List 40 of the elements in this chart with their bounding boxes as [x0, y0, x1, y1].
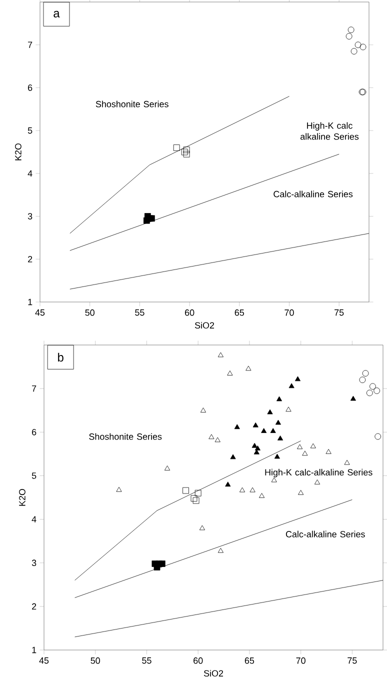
y-tick-label: 5	[28, 127, 32, 134]
x-tick-label: 75	[348, 657, 357, 664]
annotation: High-K calc alkaline Series	[300, 122, 359, 140]
annotation: Shoshonite Series	[96, 100, 168, 108]
annotation: Calc-alkaline Series	[286, 530, 365, 538]
annotation: b	[58, 352, 64, 362]
x-tick-label: 65	[234, 309, 244, 316]
x-tick-label: 45	[35, 309, 45, 316]
y-tick-label: 7	[32, 385, 36, 392]
x-axis-title: SiO2	[194, 322, 214, 329]
x-tick-label: 55	[135, 309, 144, 316]
annotation: a	[54, 10, 60, 18]
y-tick-label: 7	[28, 42, 32, 48]
x-tick-label: 50	[85, 309, 94, 316]
y-axis-title: K2O	[15, 143, 22, 160]
x-tick-label: 55	[142, 657, 152, 664]
x-tick-label: 75	[334, 309, 344, 316]
x-tick-label: 70	[284, 309, 294, 316]
y-tick-label: 5	[32, 472, 36, 479]
x-tick-label: 50	[90, 657, 100, 664]
x-tick-label: 60	[185, 309, 194, 316]
y-tick-label: 6	[32, 428, 36, 436]
y-tick-label: 6	[28, 84, 32, 91]
y-tick-label: 3	[28, 213, 32, 220]
x-axis-title: SiO2	[204, 670, 224, 677]
annotation: High-K calc-alkaline Series	[265, 468, 372, 478]
y-axis-title: K2O	[19, 488, 26, 506]
y-tick-label: 3	[32, 560, 36, 566]
x-tick-label: 65	[244, 657, 254, 664]
x-tick-label: 45	[39, 657, 49, 664]
y-tick-label: 4	[28, 170, 32, 177]
y-tick-label: 1	[32, 646, 36, 654]
y-tick-label: 4	[32, 516, 36, 522]
y-tick-label: 2	[32, 603, 36, 610]
y-tick-label: 1	[28, 298, 32, 306]
x-tick-label: 70	[296, 657, 306, 664]
x-tick-label: 60	[194, 657, 203, 664]
annotation: Calc-alkaline Series	[274, 190, 353, 198]
annotation: Shoshonite Series	[89, 433, 162, 440]
y-tick-label: 2	[28, 256, 32, 262]
